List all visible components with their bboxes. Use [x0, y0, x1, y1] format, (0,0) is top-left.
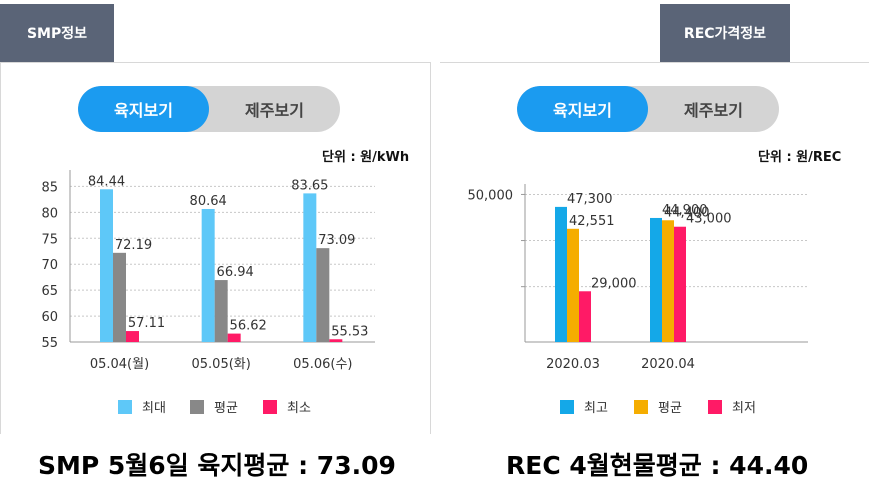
- bar-평균-2020.04: [662, 220, 674, 342]
- legend-swatch-평균: [634, 400, 648, 414]
- y-tick-label: 75: [41, 232, 58, 247]
- y-tick-label: 55: [41, 336, 58, 351]
- rec-price-info-tab-label: REC가격정보: [683, 26, 767, 42]
- legend-label-최대: 최대: [142, 401, 166, 416]
- data-label: 42,551: [569, 214, 615, 229]
- rec-price-info-tab[interactable]: REC가격정보: [660, 4, 790, 62]
- legend-swatch-평균: [190, 400, 204, 414]
- bar-최대-05.06(수): [303, 193, 317, 342]
- smp-chart: 55 60 65 70 75 80 85 84.44 72.19 57.11 05.04(월) 80.…: [41, 170, 375, 416]
- rec-unit-label: 단위 : 원/REC: [758, 150, 842, 165]
- data-label: 44,400: [664, 205, 710, 220]
- y-tick-label: 85: [41, 180, 58, 195]
- data-label: 66.94: [217, 265, 254, 280]
- y-tick-label: 60: [41, 310, 58, 325]
- right-panel-top-border: [440, 62, 869, 63]
- bar-최저-2020.04: [674, 226, 686, 342]
- data-label: 84.44: [88, 174, 125, 189]
- x-tick-label: 05.06(수): [293, 357, 352, 372]
- data-label: 73.09: [318, 233, 355, 248]
- rec-chart: 50,000 47,300 42,551 29,000 2020.03 44,90044,…: [468, 184, 808, 416]
- data-label: 47,300: [567, 192, 613, 207]
- x-tick-label: 05.04(월): [90, 357, 149, 372]
- smp-jeju-button[interactable]: 제주보기: [245, 101, 304, 120]
- rec-jeju-button[interactable]: 제주보기: [684, 101, 743, 120]
- data-label: 43,000: [686, 212, 732, 227]
- y-tick-label: 70: [41, 258, 58, 273]
- legend-swatch-최고: [560, 400, 574, 414]
- legend-label-최소: 최소: [287, 401, 311, 416]
- y-tick-label: 50,000: [468, 188, 514, 203]
- x-tick-label: 05.05(화): [192, 357, 251, 372]
- legend-swatch-최대: [118, 400, 132, 414]
- left-panel-left-border: [0, 62, 1, 434]
- smp-region-toggle: 육지보기 제주보기: [78, 86, 340, 132]
- smp-summary: SMP 5월6일 육지평균 : 73.09: [38, 451, 396, 480]
- data-label: 56.62: [230, 319, 267, 334]
- y-tick-label: 80: [41, 206, 58, 221]
- bar-최소-05.06(수): [329, 339, 343, 342]
- data-label: 29,000: [591, 276, 637, 291]
- data-label: 44,900: [662, 203, 708, 218]
- data-label: 72.19: [115, 238, 152, 253]
- legend-label-평균: 평균: [214, 401, 238, 416]
- data-label: 80.64: [190, 194, 227, 209]
- bar-최대-05.05(화): [201, 208, 215, 342]
- legend-label-최고: 최고: [584, 401, 608, 416]
- bar-최저-2020.03: [579, 291, 591, 342]
- rec-region-toggle: 육지보기 제주보기: [517, 86, 779, 132]
- legend-swatch-최소: [263, 400, 277, 414]
- bar-평균-05.06(수): [316, 248, 330, 342]
- rec-summary: REC 4월현물평균 : 44.40: [506, 451, 809, 480]
- bar-최고-2020.03: [555, 206, 567, 342]
- left-panel-top-border: [0, 62, 431, 63]
- data-label: 57.11: [128, 316, 165, 331]
- bar-최소-05.04(월): [126, 331, 139, 342]
- x-tick-label: 2020.03: [546, 357, 600, 372]
- legend-label-최저: 최저: [732, 401, 756, 416]
- bar-최대-05.04(월): [100, 189, 113, 342]
- rec-mainland-button[interactable]: 육지보기: [517, 86, 648, 132]
- bar-평균-05.04(월): [113, 252, 126, 342]
- legend-swatch-최저: [708, 400, 722, 414]
- data-label: 83.65: [291, 178, 328, 193]
- bar-평균-2020.03: [567, 228, 579, 342]
- bar-최소-05.05(화): [227, 333, 241, 342]
- smp-info-tab-label: SMP정보: [26, 26, 88, 42]
- panel-divider: [430, 62, 431, 434]
- smp-unit-label: 단위 : 원/kWh: [322, 150, 410, 165]
- legend-label-평균: 평균: [658, 401, 682, 416]
- data-label: 55.53: [331, 324, 368, 339]
- smp-mainland-button[interactable]: 육지보기: [78, 86, 209, 132]
- y-tick-label: 65: [41, 284, 58, 299]
- smp-info-tab[interactable]: SMP정보: [0, 4, 114, 62]
- bar-최고-2020.04: [650, 217, 662, 342]
- x-tick-label: 2020.04: [641, 357, 695, 372]
- bar-평균-05.05(화): [214, 280, 228, 342]
